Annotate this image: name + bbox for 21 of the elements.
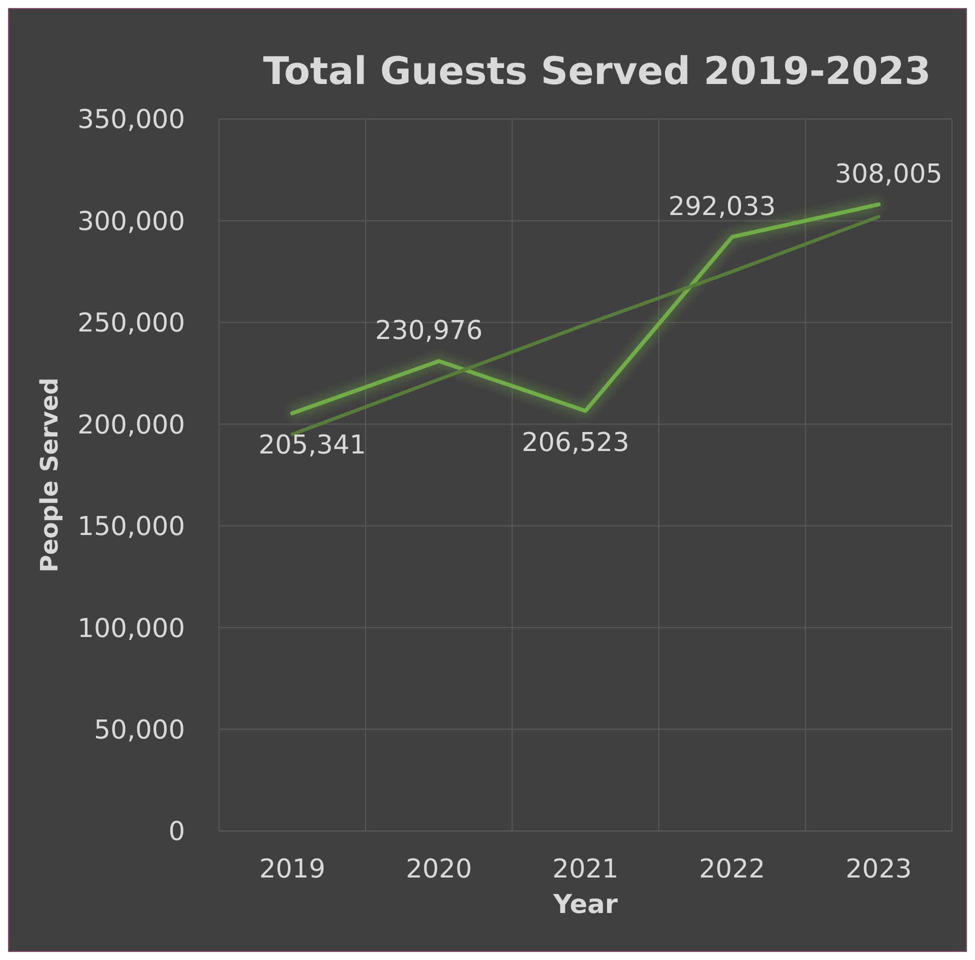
data-label: 206,523 [522,428,630,458]
y-axis-title: People Served [36,378,64,572]
y-tick-label: 100,000 [77,614,185,644]
data-label: 205,341 [258,430,366,460]
chart-title: Total Guests Served 2019-2023 [262,49,932,93]
y-tick-label: 50,000 [94,716,185,746]
y-tick-label: 300,000 [77,206,185,237]
x-tick-label: 2021 [552,854,619,884]
x-tick-label: 2022 [699,854,766,884]
y-tick-label: 200,000 [77,410,185,440]
y-tick-label: 150,000 [77,512,185,542]
data-label: 230,976 [375,316,483,346]
x-tick-label: 2019 [259,854,326,884]
x-axis-title: Year [552,890,618,920]
x-tick-label: 2023 [846,854,912,884]
y-tick-label: 350,000 [77,105,185,136]
y-tick-label: 0 [168,817,185,848]
x-tick-label: 2020 [406,854,472,884]
y-tick-label: 250,000 [77,308,185,339]
data-label: 308,005 [834,159,942,190]
data-label: 292,033 [668,192,776,222]
